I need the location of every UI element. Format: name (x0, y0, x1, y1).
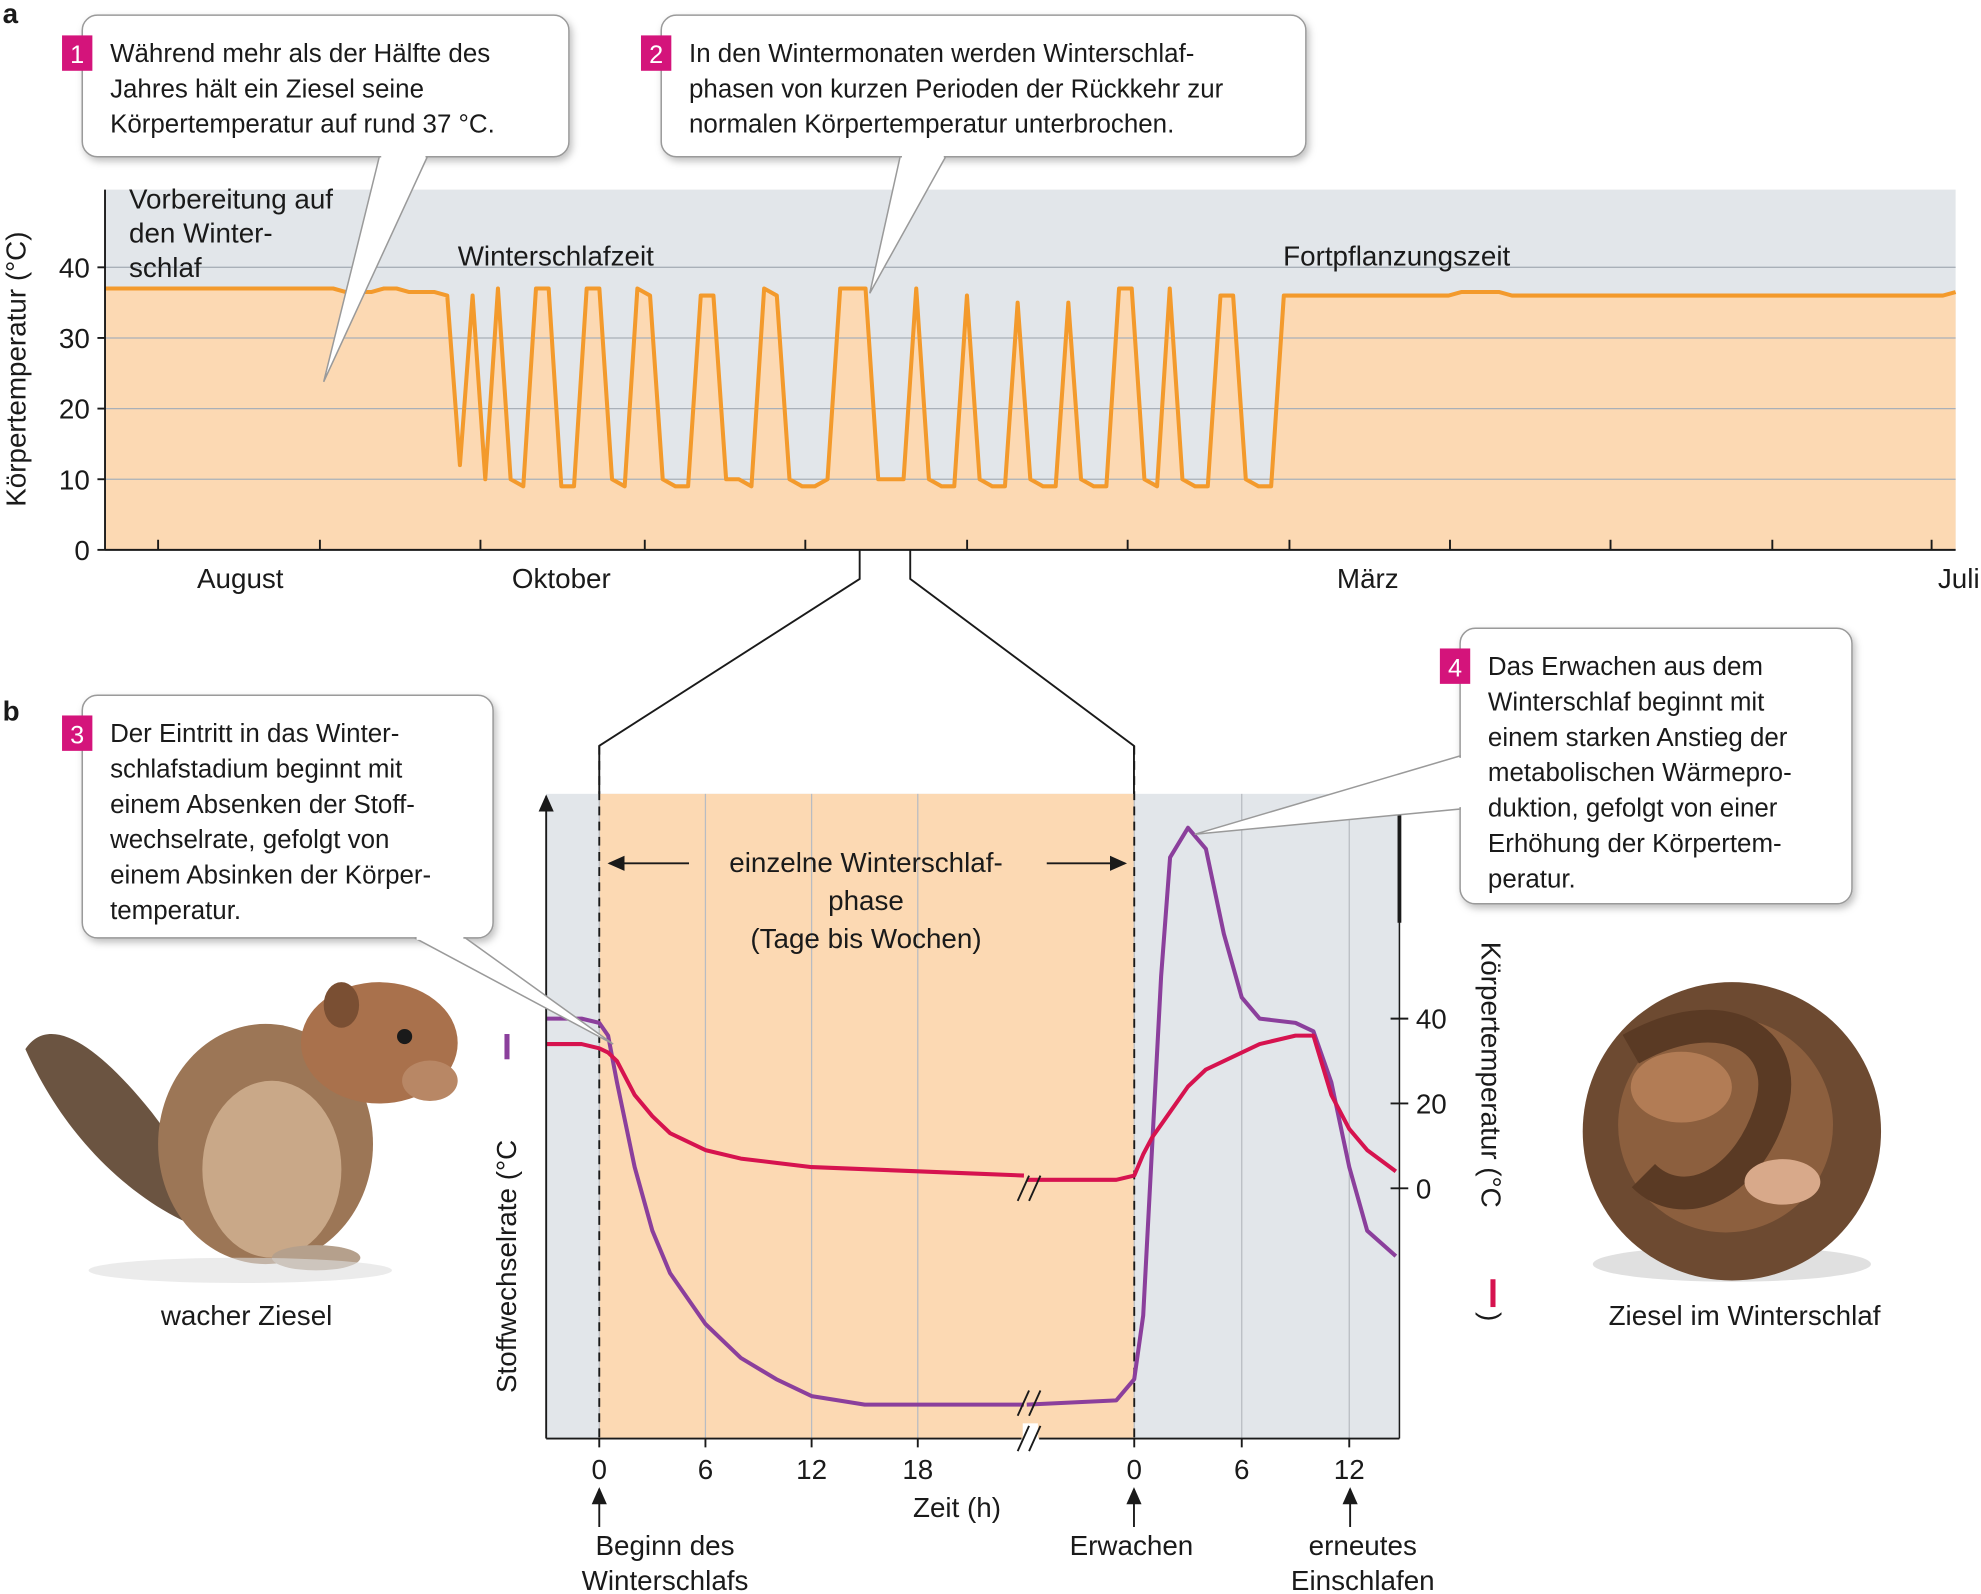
callout-text: Das Erwachen aus dem (1488, 653, 1763, 681)
event-label: erneutes (1309, 1530, 1417, 1561)
callout-text: metabolischen Wärmepro- (1488, 759, 1792, 787)
line (546, 1016, 1024, 1407)
callout-text: Erhöhung der Körpertem- (1488, 830, 1782, 858)
zoom-bracket (598, 549, 861, 794)
panel-label: a (3, 0, 19, 29)
callout-text: schlafstadium beginnt mit (110, 755, 403, 783)
callout-text: Winterschlaf beginnt mit (1488, 688, 1765, 716)
axis-break (1016, 1390, 1030, 1417)
y2-axis-label: ) (1476, 1312, 1507, 1321)
callout-text: In den Wintermonaten werden Winterschlaf… (689, 40, 1194, 68)
area (105, 288, 1956, 550)
zoom-bracket (909, 549, 1135, 794)
y-tick-label: 40 (59, 252, 90, 283)
x-tick-label: Juli (1938, 563, 1980, 594)
callout-number-box (640, 35, 672, 71)
callout-box (81, 14, 570, 158)
x-tick-label: 18 (902, 1454, 933, 1485)
x-tick-label: 6 (1234, 1454, 1249, 1485)
callout: 4 Das Erwachen aus dem Winterschlaf beginn… (1194, 627, 1853, 905)
event-label: Winterschlafs (582, 1565, 749, 1594)
x-axis-label: Zeit (h) (913, 1492, 1001, 1523)
image-caption: Ziesel im Winterschlaf (1609, 1300, 1881, 1331)
callout-text: Jahres hält ein Ziesel seine (110, 75, 424, 103)
callout-number-box (62, 715, 93, 751)
callout-text: normalen Körpertemperatur unterbrochen. (689, 111, 1174, 139)
y-tick-label: 20 (59, 394, 90, 425)
period-label: Vorbereitung auf (129, 184, 333, 215)
callout-text: einem starken Anstieg der (1488, 724, 1788, 752)
illustrations (25, 982, 1882, 1284)
axis-break (1016, 1175, 1030, 1202)
callout-text: einem Absinken der Körper- (110, 862, 431, 890)
x-tick-label: 12 (796, 1454, 827, 1485)
callout-text: peratur. (1488, 865, 1576, 893)
callout-text: duktion, gefolgt von einer (1488, 795, 1778, 823)
y-axis-label: Stoffwechselrate (°C (491, 1140, 522, 1393)
y2-tick-label: 20 (1416, 1089, 1447, 1120)
event-label: Einschlafen (1291, 1565, 1435, 1594)
x-tick-label: 0 (1127, 1454, 1142, 1485)
callout-number: 1 (70, 41, 84, 69)
period-label: Fortpflanzungszeit (1283, 240, 1510, 271)
line (1026, 1033, 1398, 1182)
callout-text: einem Absenken der Stoff- (110, 791, 415, 819)
callout-box (660, 14, 1307, 158)
x-tick-label: August (197, 563, 284, 594)
y-tick-label: 30 (59, 323, 90, 354)
event-label: Erwachen (1070, 1530, 1194, 1561)
x-tick-label: 6 (698, 1454, 713, 1485)
y2-axis-label: Körpertemperatur (°C (1476, 942, 1507, 1208)
callout-text: phasen von kurzen Perioden der Rückkehr … (689, 75, 1224, 103)
x-tick-label: März (1337, 563, 1399, 594)
x-tick-label: 0 (592, 1454, 607, 1485)
period-label: Winterschlafzeit (458, 240, 654, 271)
callout-number-box (1439, 648, 1471, 684)
axis-break (1016, 1425, 1030, 1452)
event-label: Beginn des (595, 1530, 734, 1561)
callout-number-box (62, 35, 93, 71)
callout: 1 Während mehr als der Hälfte des Jahres h… (62, 14, 570, 383)
callout-text: wechselrate, gefolgt von (109, 826, 389, 854)
callouts: 1 Während mehr als der Hälfte des Jahres h… (62, 14, 1881, 1331)
y2-tick-label: 40 (1416, 1004, 1447, 1035)
hibernation-band (599, 793, 1135, 1439)
x-tick-label: Oktober (512, 563, 611, 594)
callout-box (81, 694, 494, 939)
line (105, 286, 1957, 489)
callout-text: Körpertemperatur auf rund 37 °C. (110, 111, 495, 139)
period-label: schlaf (129, 252, 202, 283)
callout-text: Der Eintritt in das Winter- (110, 720, 399, 748)
phase-label: (Tage bis Wochen) (750, 923, 981, 954)
phase-label: einzelne Winterschlaf- (729, 847, 1002, 878)
callout-number: 2 (649, 41, 663, 69)
callout-number: 3 (70, 721, 84, 749)
y2-tick-label: 0 (1416, 1173, 1431, 1204)
line (546, 1042, 1025, 1178)
y-axis-label: Körpertemperatur (°C) (0, 231, 31, 506)
chart-b: 0 6 12 18 0 6 12 0 20 40 Zeit (h) Stoffwechselrate … (491, 549, 1507, 1594)
panel-label: b (3, 696, 20, 727)
x-tick-label: 12 (1334, 1454, 1365, 1485)
callout-number: 4 (1448, 654, 1462, 682)
callout: 3 Der Eintritt in das Winter-schlafstadiu… (62, 694, 614, 1045)
axis-break (1028, 1175, 1042, 1202)
callout-text: Während mehr als der Hälfte des (110, 40, 490, 68)
axis-break (1028, 1425, 1042, 1452)
chart-a: 0 10 20 30 40 August Oktober März Juli Körpertemp… (0, 184, 1979, 594)
y-tick-label: 10 (59, 464, 90, 495)
callout-text: temperatur. (110, 897, 241, 925)
awake-squirrel (25, 982, 458, 1284)
callout: 2 In den Wintermonaten werden Winterschla… (640, 14, 1307, 294)
hibernating-squirrel (1582, 982, 1882, 1282)
image-caption: wacher Ziesel (160, 1300, 332, 1331)
y-tick-label: 0 (74, 535, 89, 566)
phase-label: phase (828, 885, 904, 916)
axis-break (1028, 1390, 1042, 1417)
period-label: den Winter- (129, 218, 273, 249)
